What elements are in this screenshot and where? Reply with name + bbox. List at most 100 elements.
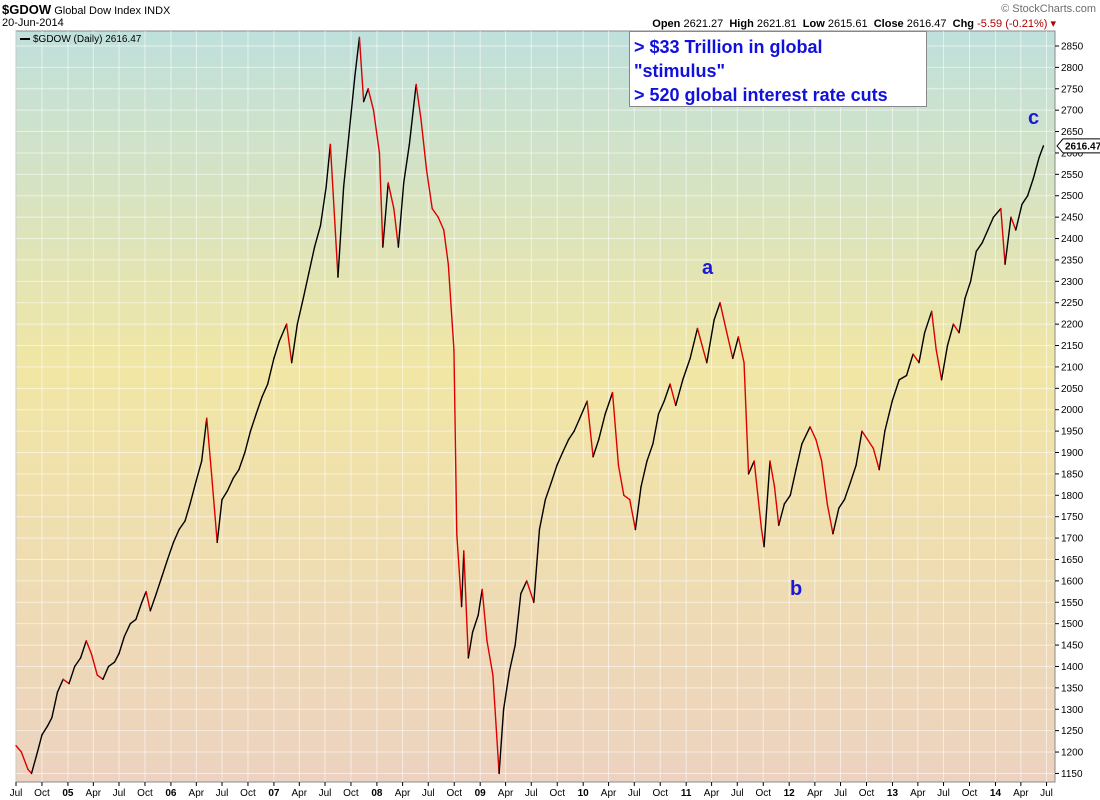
- price-segment: [975, 242, 983, 253]
- price-segment: [1000, 207, 1006, 265]
- price-segment: [278, 323, 288, 342]
- price-segment: [935, 349, 943, 381]
- ohlc-readout: Open 2621.27 High 2621.81 Low 2615.61 Cl…: [652, 17, 1056, 30]
- x-tick-label: 13: [887, 788, 899, 799]
- y-tick-label: 2700: [1061, 106, 1084, 117]
- price-segment: [378, 152, 384, 248]
- price-segment: [415, 83, 422, 120]
- price-segment: [952, 323, 960, 334]
- price-segment: [200, 417, 208, 462]
- y-axis: 1150 1200 1250 1300 1350 1400 1450 1500 1550 1600…: [1055, 41, 1084, 780]
- price-segment: [123, 622, 131, 638]
- price-segment: [41, 725, 49, 736]
- price-segment: [471, 614, 479, 633]
- price-segment: [838, 498, 846, 509]
- stockcharts-logo[interactable]: © StockCharts.com: [1001, 3, 1096, 15]
- price-segment: [898, 374, 908, 381]
- price-segment: [592, 438, 600, 458]
- price-segment: [195, 460, 203, 484]
- price-segment: [210, 473, 218, 544]
- price-segment: [456, 533, 463, 608]
- price-segment: [425, 169, 433, 210]
- price-segment: [502, 670, 511, 710]
- price-segment: [96, 674, 104, 680]
- exchange: INDX: [144, 5, 171, 17]
- price-segment: [20, 751, 29, 770]
- price-segment: [753, 460, 763, 531]
- x-tick-label: Oct: [34, 788, 50, 799]
- y-tick-label: 1550: [1061, 598, 1084, 609]
- price-segment: [244, 430, 252, 454]
- price-segment: [872, 447, 880, 471]
- price-segment: [981, 229, 989, 244]
- price-segment: [1004, 216, 1012, 265]
- x-tick-label: Oct: [137, 788, 153, 799]
- y-tick-label: 1500: [1061, 619, 1084, 630]
- x-tick-label: 05: [62, 788, 74, 799]
- price-segment: [155, 575, 163, 595]
- price-segment: [492, 674, 500, 775]
- y-tick-label: 1800: [1061, 491, 1084, 502]
- price-segment: [337, 186, 345, 278]
- x-tick-label: Apr: [807, 788, 823, 799]
- price-segment: [358, 36, 365, 103]
- price-segment: [232, 468, 240, 479]
- price-segment: [453, 349, 458, 535]
- price-segment: [769, 460, 776, 488]
- price-segment: [1038, 145, 1045, 158]
- price-segment: [663, 383, 671, 402]
- y-tick-label: 2500: [1061, 191, 1084, 202]
- y-tick-label: 1150: [1061, 769, 1083, 780]
- y-tick-label: 1450: [1061, 641, 1084, 652]
- price-segment: [538, 498, 547, 531]
- price-segment: [62, 678, 70, 685]
- price-segment: [290, 323, 299, 364]
- price-segment: [255, 396, 263, 415]
- price-segment: [296, 297, 304, 325]
- y-tick-label: 1650: [1061, 555, 1084, 566]
- price-segment: [706, 319, 715, 364]
- price-segment: [51, 691, 59, 719]
- price-segment: [579, 400, 588, 419]
- price-segment: [477, 588, 483, 616]
- price-segment: [387, 182, 395, 210]
- change-value: -5.59 (-0.21%): [977, 18, 1048, 30]
- price-segment: [348, 75, 356, 133]
- y-tick-label: 2600: [1061, 148, 1084, 159]
- price-segment: [129, 618, 137, 625]
- price-segment: [604, 391, 614, 415]
- price-segment: [508, 644, 516, 672]
- x-tick-label: Apr: [86, 788, 102, 799]
- annotation-box: > $33 Trillion in global "stimulus" > 52…: [629, 31, 927, 107]
- price-segment: [567, 430, 575, 441]
- x-tick-label: 11: [681, 788, 692, 799]
- price-segment: [267, 357, 275, 385]
- price-segment: [393, 207, 400, 248]
- price-segment: [216, 498, 223, 544]
- price-segment: [573, 417, 581, 432]
- last-price-label: 2616.47: [1056, 138, 1100, 154]
- price-segment: [118, 635, 126, 655]
- y-tick-label: 1350: [1061, 683, 1084, 694]
- y-tick-label: 2450: [1061, 213, 1084, 224]
- chart-date: 20-Jun-2014: [2, 17, 64, 29]
- x-tick-label: Apr: [1013, 788, 1029, 799]
- wave-label-c: c: [1028, 107, 1039, 129]
- price-segment: [226, 477, 234, 492]
- x-tick-label: 07: [268, 788, 280, 799]
- price-segment: [437, 216, 445, 231]
- price-segment: [85, 640, 93, 655]
- x-tick-label: Oct: [549, 788, 565, 799]
- price-segment: [866, 438, 874, 449]
- price-segment: [815, 438, 823, 462]
- x-tick-label: Jul: [525, 788, 538, 799]
- price-segment: [617, 464, 625, 496]
- price-segment: [849, 464, 857, 484]
- y-tick-label: 1250: [1061, 726, 1084, 737]
- open-label: Open: [652, 18, 681, 30]
- y-tick-label: 2750: [1061, 84, 1084, 95]
- annotation-line-2: "stimulus": [634, 61, 726, 81]
- price-segment: [184, 503, 191, 522]
- price-segment: [923, 310, 933, 334]
- x-tick-label: Oct: [240, 788, 256, 799]
